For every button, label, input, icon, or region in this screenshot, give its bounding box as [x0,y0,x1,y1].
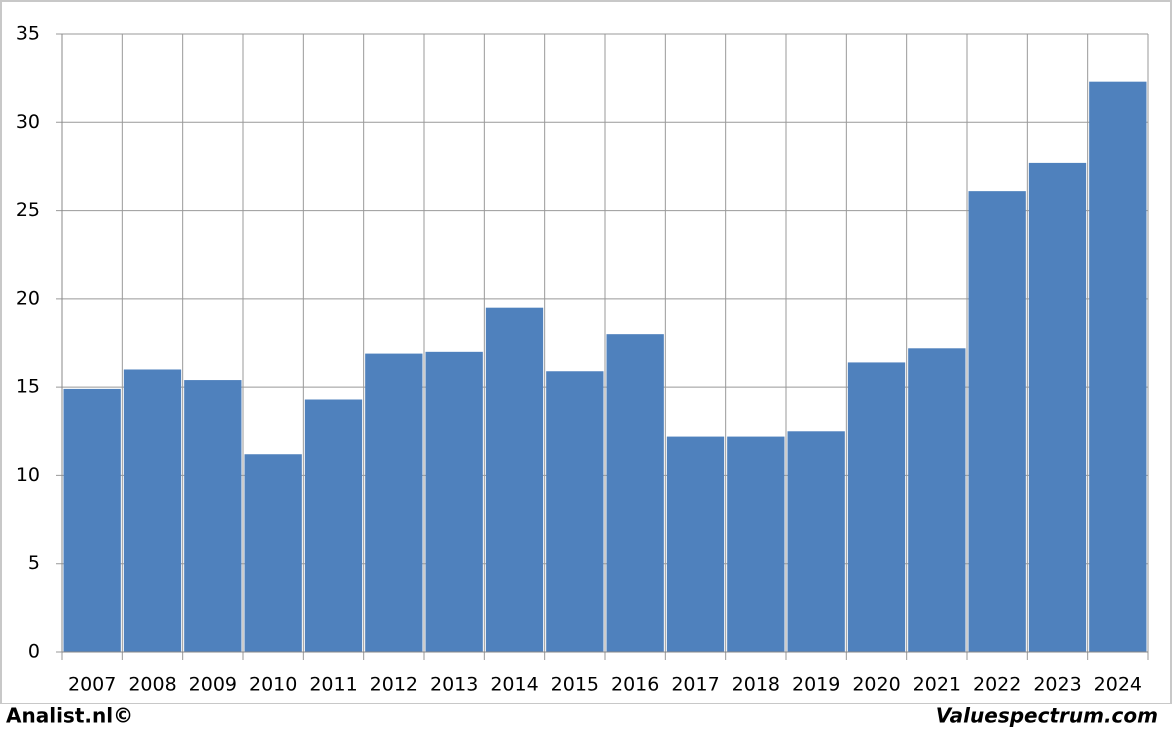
bar [546,371,604,652]
bar [908,348,966,652]
bar [787,431,845,652]
bar [304,399,363,652]
bar [123,369,182,652]
x-tick-label: 2011 [309,674,357,696]
bar [485,307,544,652]
y-tick-label: 15 [16,376,40,398]
x-tick-label: 2012 [370,674,418,696]
bar [847,362,906,652]
bar [727,436,785,652]
bar [666,436,725,652]
y-tick-label: 5 [28,552,40,574]
y-tick-label: 10 [16,464,40,486]
x-tick-label: 2007 [68,674,116,696]
bar [1089,81,1147,652]
bar [968,191,1026,653]
footer-left: Analist.nl© [6,704,133,728]
x-tick-label: 2018 [732,674,780,696]
bar [606,334,664,652]
x-tick-label: 2009 [189,674,237,696]
bar [63,388,121,652]
y-tick-label: 30 [16,111,40,133]
x-tick-label: 2020 [852,674,900,696]
bar [244,454,302,652]
x-tick-label: 2024 [1094,674,1142,696]
x-tick-label: 2021 [913,674,961,696]
y-tick-label: 35 [16,23,40,45]
x-tick-label: 2016 [611,674,659,696]
y-tick-label: 20 [16,287,40,309]
bar [184,380,242,652]
bar [425,351,483,652]
x-tick-label: 2008 [128,674,176,696]
x-tick-label: 2015 [551,674,599,696]
bar [365,353,423,652]
y-tick-label: 25 [16,199,40,221]
footer-right: Valuespectrum.com [936,704,1158,728]
y-tick-label: 0 [28,641,40,663]
footer-bg [0,704,1172,734]
x-tick-label: 2010 [249,674,297,696]
x-tick-label: 2019 [792,674,840,696]
x-tick-label: 2022 [973,674,1021,696]
x-tick-label: 2013 [430,674,478,696]
x-tick-label: 2014 [490,674,538,696]
x-tick-label: 2023 [1033,674,1081,696]
x-tick-label: 2017 [671,674,719,696]
bar [1028,162,1087,652]
